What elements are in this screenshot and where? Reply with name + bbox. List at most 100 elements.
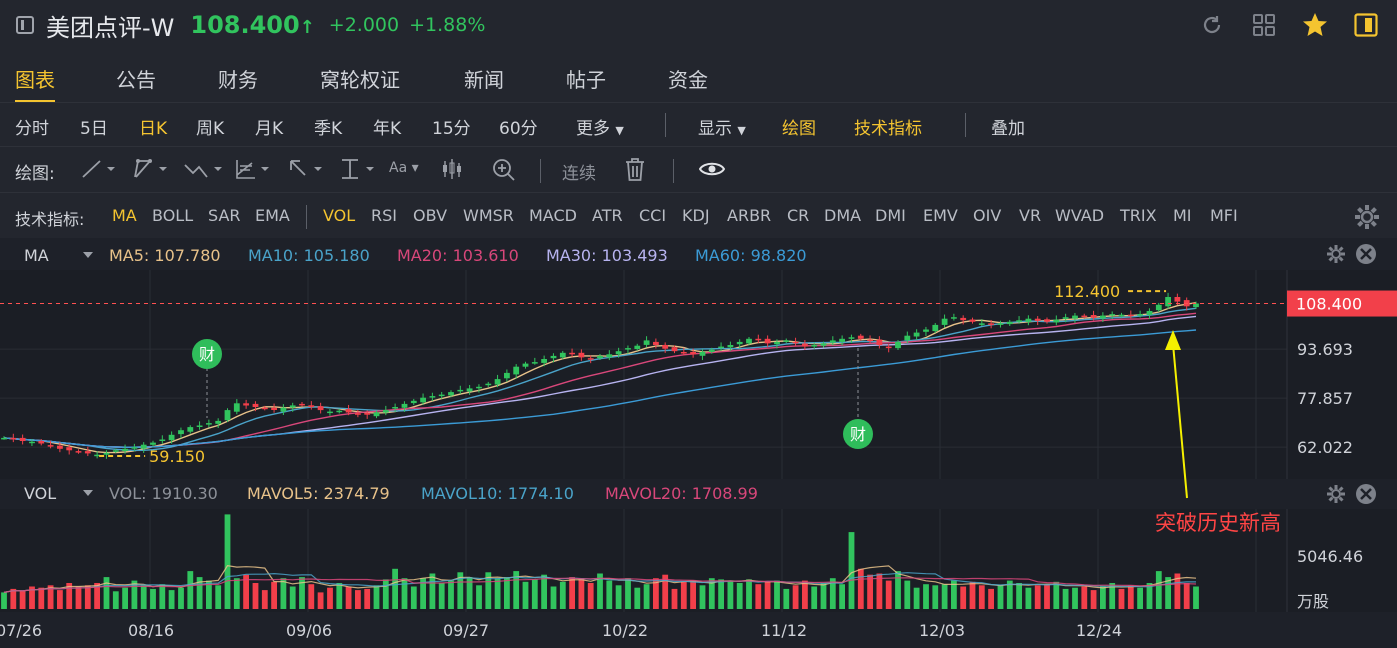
indicator-sar[interactable]: SAR: [208, 206, 241, 225]
volume-bar: [1016, 583, 1022, 609]
indicator-wvad[interactable]: WVAD: [1055, 206, 1105, 225]
indicator-cr[interactable]: CR: [787, 206, 810, 225]
x-axis-label: 10/22: [602, 621, 648, 640]
vol-indicator-name[interactable]: VOL: [24, 484, 56, 503]
eye-icon[interactable]: [699, 159, 725, 179]
period-quarterly[interactable]: 季K: [314, 119, 343, 139]
period-5day[interactable]: 5日: [80, 119, 108, 139]
indicator-boll[interactable]: BOLL: [152, 206, 194, 225]
indicator-toggle[interactable]: 技术指标: [854, 119, 922, 139]
high-price-marker: 112.400: [1054, 282, 1167, 301]
indicator-mi[interactable]: MI: [1173, 206, 1192, 225]
volume-bar: [913, 587, 920, 609]
period-15min[interactable]: 15分: [432, 119, 471, 139]
candle: [159, 439, 166, 441]
x-axis-bar: [0, 612, 1397, 648]
period-weekly[interactable]: 周K: [196, 119, 225, 139]
tab-capital[interactable]: 资金: [668, 68, 708, 92]
period-monthly[interactable]: 月K: [255, 119, 284, 139]
zoom-in-icon[interactable]: [491, 157, 517, 183]
volume-bar: [168, 590, 175, 609]
overlay-button[interactable]: 叠加: [991, 119, 1025, 139]
tab-posts[interactable]: 帖子: [566, 68, 606, 92]
indicator-wmsr[interactable]: WMSR: [463, 206, 514, 225]
ma-indicator-name[interactable]: MA: [24, 246, 49, 265]
panel-toggle-icon[interactable]: [1354, 13, 1378, 37]
indicator-mfi[interactable]: MFI: [1210, 206, 1238, 225]
volume-bar: [997, 585, 1004, 609]
indicator-vr[interactable]: VR: [1019, 206, 1042, 225]
volume-bar: [792, 585, 799, 609]
indicator-macd[interactable]: MACD: [529, 206, 577, 225]
candle-tool-icon[interactable]: [440, 157, 466, 181]
period-60min[interactable]: 60分: [499, 119, 538, 139]
candle: [923, 329, 929, 332]
volume-bar: [438, 583, 445, 609]
indicator-dmi[interactable]: DMI: [875, 206, 906, 225]
indicator-obv[interactable]: OBV: [413, 206, 448, 225]
indicator-trix[interactable]: TRIX: [1120, 206, 1157, 225]
star-icon[interactable]: [1302, 12, 1328, 38]
display-menu[interactable]: 显示 ▼: [698, 119, 746, 139]
indicator-ema[interactable]: EMA: [255, 206, 290, 225]
indicator-arbr[interactable]: ARBR: [727, 206, 772, 225]
indicator-vol[interactable]: VOL: [323, 206, 356, 225]
volume-bar: [708, 578, 715, 609]
line-tool-icon[interactable]: [80, 157, 120, 181]
candle: [820, 343, 827, 346]
refresh-icon[interactable]: [1200, 13, 1224, 37]
period-more[interactable]: 更多 ▼: [576, 119, 624, 139]
tab-news[interactable]: 新闻: [464, 68, 504, 92]
fib-tool-icon[interactable]: [234, 157, 274, 181]
polyline-tool-icon[interactable]: [132, 157, 172, 181]
tab-announcements[interactable]: 公告: [116, 68, 156, 92]
candle: [653, 341, 659, 345]
vol-settings-gear-icon[interactable]: [1327, 485, 1345, 503]
period-daily[interactable]: 日K: [139, 119, 168, 139]
indicator-kdj[interactable]: KDJ: [682, 206, 710, 225]
wave-tool-icon[interactable]: [183, 157, 227, 181]
indicator-ma[interactable]: MA: [112, 206, 137, 225]
caret-down-icon[interactable]: [83, 490, 93, 496]
indicator-atr[interactable]: ATR: [592, 206, 623, 225]
candle: [569, 352, 575, 355]
tab-warrants[interactable]: 窝轮权证: [320, 68, 400, 92]
ma-close-icon[interactable]: [1356, 244, 1376, 264]
candle: [308, 405, 315, 407]
volume-bar: [978, 585, 985, 609]
period-intraday[interactable]: 分时: [15, 119, 49, 139]
volume-bar: [1118, 588, 1125, 609]
period-yearly[interactable]: 年K: [373, 119, 402, 139]
caret-down-icon[interactable]: [83, 252, 93, 258]
candle: [597, 355, 603, 359]
draw-toggle[interactable]: 绘图: [782, 119, 816, 139]
volume-bar: [671, 588, 678, 609]
vol-close-icon[interactable]: [1356, 484, 1376, 504]
volume-bar: [252, 583, 259, 609]
tab-chart[interactable]: 图表: [15, 64, 55, 103]
candle: [178, 430, 184, 435]
indicator-oiv[interactable]: OIV: [973, 206, 1002, 225]
volume-bar: [755, 584, 762, 609]
settings-gear-icon[interactable]: [1354, 204, 1380, 230]
finance-marker[interactable]: 财: [192, 339, 222, 418]
trash-icon[interactable]: [624, 157, 646, 183]
indicator-cci[interactable]: CCI: [639, 206, 667, 225]
price-range-tool-icon[interactable]: [339, 157, 379, 181]
volume-bar: [457, 572, 464, 609]
indicator-rsi[interactable]: RSI: [371, 206, 397, 225]
continuous-toggle[interactable]: 连续: [562, 164, 596, 184]
tab-financials[interactable]: 财务: [218, 68, 258, 92]
ma-settings-gear-icon[interactable]: [1327, 245, 1345, 263]
candle: [131, 447, 138, 449]
indicator-emv[interactable]: EMV: [923, 206, 958, 225]
candle: [410, 400, 417, 404]
indicator-dma[interactable]: DMA: [824, 206, 862, 225]
text-tool-icon[interactable]: Aa ▾: [389, 160, 419, 176]
grid-icon[interactable]: [1252, 13, 1276, 37]
candle: [978, 323, 985, 325]
finance-marker[interactable]: 财: [843, 348, 873, 449]
volume-bar: [904, 580, 911, 609]
kline-chart[interactable]: MA MA5: 107.780 MA10: 105.180 MA20: 103.…: [0, 240, 1397, 648]
arrow-tool-icon[interactable]: [287, 157, 327, 181]
